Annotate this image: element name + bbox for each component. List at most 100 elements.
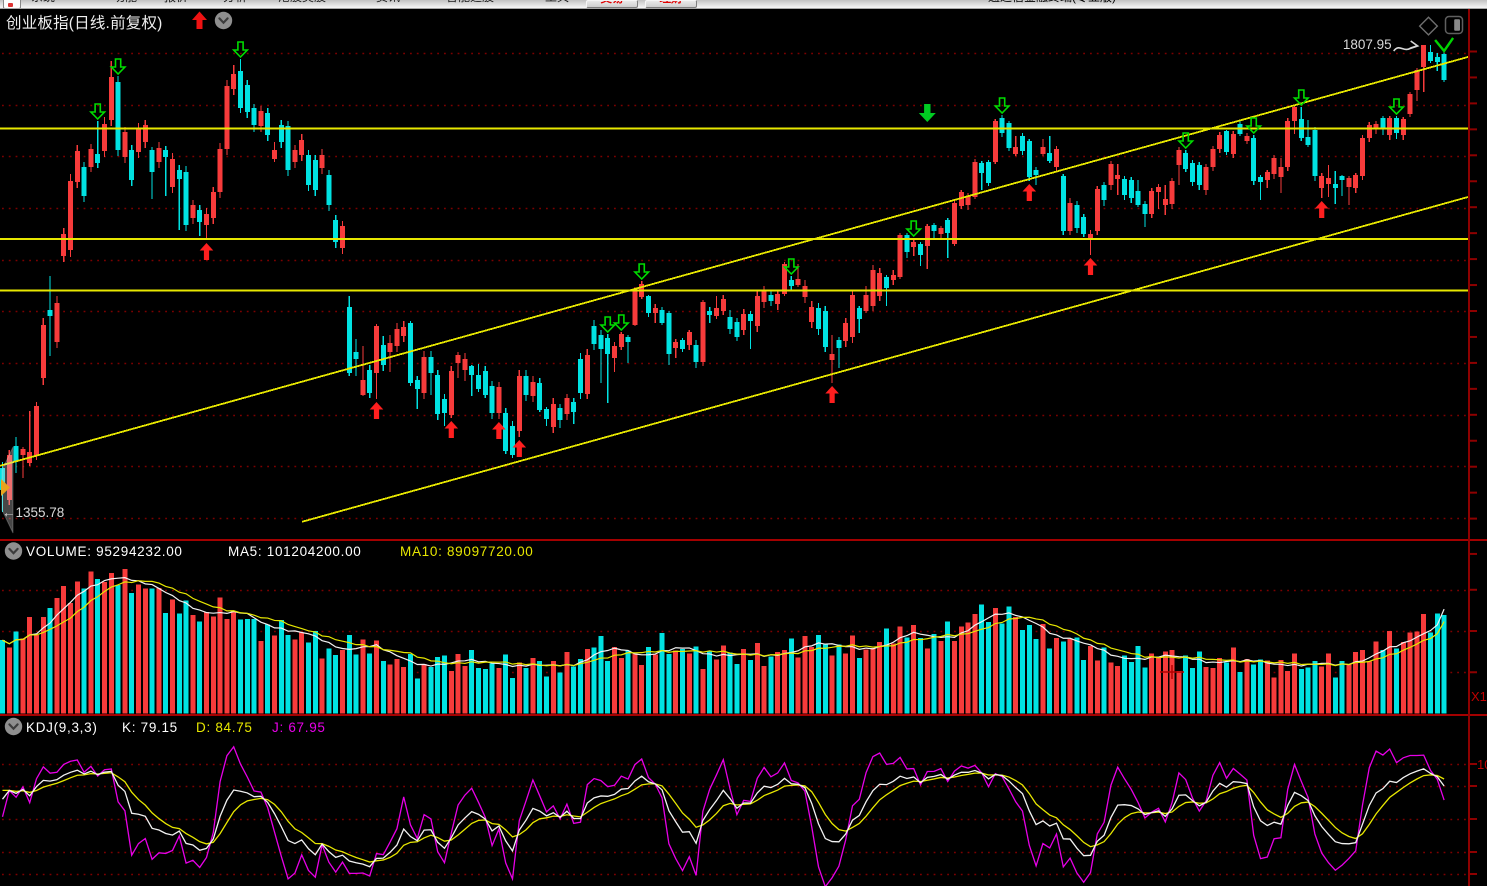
candle-body xyxy=(1380,118,1386,130)
candle-body xyxy=(1421,45,1427,68)
menu-item-1[interactable]: 功能 xyxy=(113,0,137,4)
menu-item-4[interactable]: 港股美股 xyxy=(278,0,326,4)
split-window-icon[interactable] xyxy=(1444,15,1464,35)
candle-body xyxy=(1013,147,1019,155)
sell-signal-arrow xyxy=(1387,98,1406,116)
volume-bar xyxy=(1394,648,1399,714)
candle-body xyxy=(1217,135,1223,150)
volume-bar xyxy=(1183,655,1189,714)
candle-body xyxy=(605,337,611,355)
candle-body xyxy=(394,329,400,347)
volume-bar xyxy=(47,608,53,714)
candle-body xyxy=(612,346,617,359)
volume-bar xyxy=(1088,645,1093,714)
candle-body xyxy=(788,280,794,287)
candle-body xyxy=(374,326,379,373)
volume-bar xyxy=(1169,650,1175,714)
volume-bar xyxy=(1353,652,1359,714)
volume-bar xyxy=(238,619,243,714)
menu-item-2[interactable]: 报价 xyxy=(164,0,188,4)
menu-item-6[interactable]: 智能选股 xyxy=(446,0,494,4)
volume-bars-layer xyxy=(0,568,1447,714)
volume-bar xyxy=(707,651,713,714)
volume-bar xyxy=(768,656,774,714)
candle-body xyxy=(707,310,713,315)
title-collapse-chevron-icon[interactable] xyxy=(214,11,233,30)
menu-item-0[interactable]: 系统 xyxy=(31,0,55,4)
volume-bar xyxy=(333,654,339,714)
candles-layer xyxy=(0,45,1447,513)
candle-body xyxy=(816,308,821,330)
volume-bar xyxy=(741,649,747,714)
volume-bar xyxy=(115,584,121,714)
volume-collapse-chevron-icon[interactable] xyxy=(4,542,23,560)
menu-button-1[interactable]: 理财 xyxy=(645,0,697,8)
volume-bar xyxy=(578,659,583,714)
app-icon[interactable] xyxy=(3,0,21,8)
candle-body xyxy=(999,118,1005,133)
candle-body xyxy=(754,296,760,327)
volume-bar xyxy=(1387,631,1393,714)
candle-body xyxy=(34,406,39,457)
candle-body xyxy=(1230,133,1236,155)
kdj-lines-layer xyxy=(1,745,1445,886)
volume-bar xyxy=(809,647,815,714)
chart-title: 创业板指(日线.前复权) xyxy=(6,11,163,33)
candle-body xyxy=(659,309,665,324)
candle-body xyxy=(802,286,808,298)
volume-bar xyxy=(496,668,502,714)
chart-canvas[interactable] xyxy=(0,9,1487,886)
volume-bar xyxy=(68,602,73,714)
kdj-collapse-chevron-icon[interactable] xyxy=(4,717,23,736)
volume-bar xyxy=(428,667,434,714)
volume-bar xyxy=(1094,660,1100,714)
volume-bar xyxy=(54,598,60,714)
menu-item-5[interactable]: 资讯 xyxy=(376,0,400,4)
candle-body xyxy=(1006,123,1012,149)
volume-bar xyxy=(605,660,611,714)
menu-item-3[interactable]: 分析 xyxy=(223,0,247,4)
volume-bar xyxy=(1360,650,1365,714)
diamond-icon[interactable] xyxy=(1418,16,1439,36)
menu-item-7[interactable]: 工具 xyxy=(545,0,569,4)
candle-body xyxy=(1176,149,1182,166)
candle-body xyxy=(197,210,203,223)
menu-button-0[interactable]: 交易 xyxy=(586,0,638,8)
volume-bar xyxy=(550,660,556,714)
candle-body xyxy=(1394,118,1399,133)
buy-signal-arrow xyxy=(1314,201,1329,219)
volume-bar xyxy=(795,657,801,714)
candle-body xyxy=(353,352,359,360)
volume-bar xyxy=(401,666,407,714)
candle-body xyxy=(217,149,223,193)
volume-bar xyxy=(1203,667,1209,714)
volume-bar xyxy=(462,666,468,714)
candle-body xyxy=(578,359,583,394)
volume-bar xyxy=(836,644,842,714)
volume-bar xyxy=(856,657,862,714)
scroll-left-overlay-icon[interactable] xyxy=(1,446,14,534)
volume-bar xyxy=(122,568,128,714)
volume-bar xyxy=(1428,632,1433,714)
candle-body xyxy=(863,295,869,311)
candle-body xyxy=(1169,181,1175,205)
volume-bar xyxy=(1292,653,1297,714)
candle-body xyxy=(1387,118,1393,136)
candle-body xyxy=(1054,149,1059,167)
volume-bar xyxy=(74,581,80,714)
title-up-arrow-icon xyxy=(192,11,207,29)
volume-bar xyxy=(931,634,937,714)
kdj-j-line xyxy=(1,745,1445,886)
candle-body xyxy=(74,150,80,183)
candle-body xyxy=(136,127,141,153)
volume-bar xyxy=(1264,660,1270,714)
volume-bar xyxy=(584,649,590,714)
candle-body xyxy=(768,295,774,302)
volume-bar xyxy=(1285,670,1291,714)
volume-bar xyxy=(1421,614,1427,714)
volume-bar xyxy=(938,641,944,714)
volume-bar xyxy=(1122,655,1127,714)
volume-bar xyxy=(727,652,733,714)
candle-body xyxy=(550,404,556,428)
